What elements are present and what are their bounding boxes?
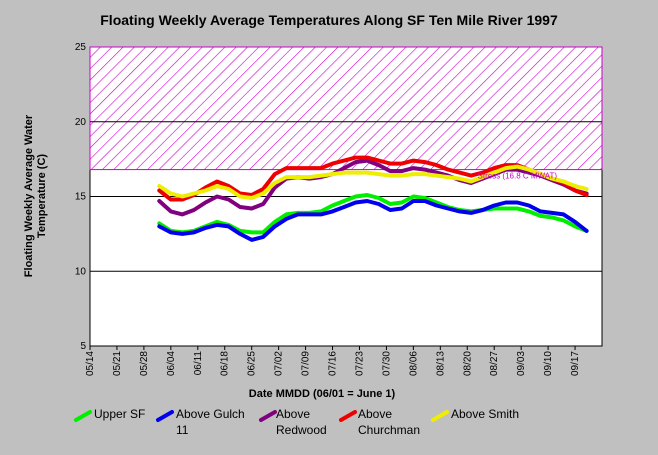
x-tick-label: 07/16 bbox=[328, 351, 339, 376]
legend-label-above-smith: Above Smith bbox=[451, 407, 519, 421]
legend-swatch-above-churchman bbox=[339, 410, 357, 422]
y-axis-label-line1: Floating Weekly Average Water bbox=[23, 114, 35, 277]
legend-swatch-upper-sf bbox=[74, 410, 92, 422]
legend-label-above-redwood-line2: Redwood bbox=[276, 423, 327, 437]
legend-item-above-redwood: Above Redwood bbox=[259, 407, 327, 437]
chart-title: Floating Weekly Average Temperatures Alo… bbox=[100, 12, 558, 28]
legend-label-upper-sf: Upper SF bbox=[94, 407, 145, 421]
legend-label-above-gulch-line2: 11 bbox=[176, 423, 189, 437]
series-line-above-gulch-11 bbox=[157, 199, 589, 242]
legend-item-upper-sf: Upper SF bbox=[74, 407, 145, 422]
x-tick-label: 09/03 bbox=[516, 351, 527, 376]
x-tick-label: 08/27 bbox=[489, 351, 500, 376]
legend-item-above-smith: Above Smith bbox=[431, 407, 519, 422]
x-tick-label: 07/23 bbox=[354, 351, 365, 376]
y-axis-label-line2: Temperature (C) bbox=[36, 154, 48, 238]
x-tick-label: 06/04 bbox=[166, 351, 177, 376]
y-tick-label: 10 bbox=[75, 266, 87, 277]
x-tick-label: 06/11 bbox=[193, 351, 204, 376]
x-tick-label: 07/02 bbox=[274, 351, 285, 376]
x-tick-label: 09/17 bbox=[570, 351, 581, 376]
y-tick-label: 15 bbox=[75, 192, 87, 203]
stress-zone bbox=[89, 46, 603, 171]
x-tick-label: 05/28 bbox=[139, 351, 150, 376]
x-tick-label: 08/06 bbox=[408, 351, 419, 376]
x-tick-label: 08/13 bbox=[435, 351, 446, 376]
series-line-above-smith bbox=[157, 164, 589, 200]
x-tick-label: 07/09 bbox=[301, 351, 312, 376]
legend-label-above-churchman-line2: Churchman bbox=[358, 423, 420, 437]
x-tick-label: 05/21 bbox=[112, 351, 123, 376]
series-line-above-redwood bbox=[157, 158, 589, 217]
x-ticks: 05/14 05/21 05/28 06/04 06/11 06/18 06/25 07/02… bbox=[85, 346, 581, 376]
y-ticks: 5 10 15 20 25 bbox=[75, 42, 87, 352]
series-layer bbox=[157, 155, 589, 242]
legend-label-above-churchman-line1: Above bbox=[358, 407, 392, 421]
legend-item-above-gulch: Above Gulch 11 bbox=[156, 407, 245, 437]
x-tick-label: 08/20 bbox=[462, 351, 473, 376]
legend-item-above-churchman: Above Churchman bbox=[339, 407, 420, 437]
y-tick-label: 20 bbox=[75, 117, 87, 128]
legend: Upper SF Above Gulch 11 Above Redwood Ab… bbox=[74, 407, 519, 437]
legend-swatch-above-gulch bbox=[156, 410, 174, 422]
x-tick-label: 07/30 bbox=[381, 351, 392, 376]
legend-swatch-above-redwood bbox=[259, 410, 277, 422]
x-tick-label: 05/14 bbox=[85, 351, 96, 376]
y-tick-label: 5 bbox=[80, 341, 86, 352]
legend-label-above-gulch-line1: Above Gulch bbox=[176, 407, 245, 421]
x-tick-label: 06/25 bbox=[247, 351, 258, 376]
y-tick-label: 25 bbox=[75, 42, 87, 53]
x-tick-label: 09/10 bbox=[543, 351, 554, 376]
legend-label-above-redwood-line1: Above bbox=[276, 407, 310, 421]
stress-annotation: Stress (16.8 C MWAT) bbox=[478, 172, 558, 181]
x-axis-label: Date MMDD (06/01 = June 1) bbox=[249, 388, 396, 400]
legend-swatch-above-smith bbox=[431, 410, 449, 422]
x-tick-label: 06/18 bbox=[220, 351, 231, 376]
